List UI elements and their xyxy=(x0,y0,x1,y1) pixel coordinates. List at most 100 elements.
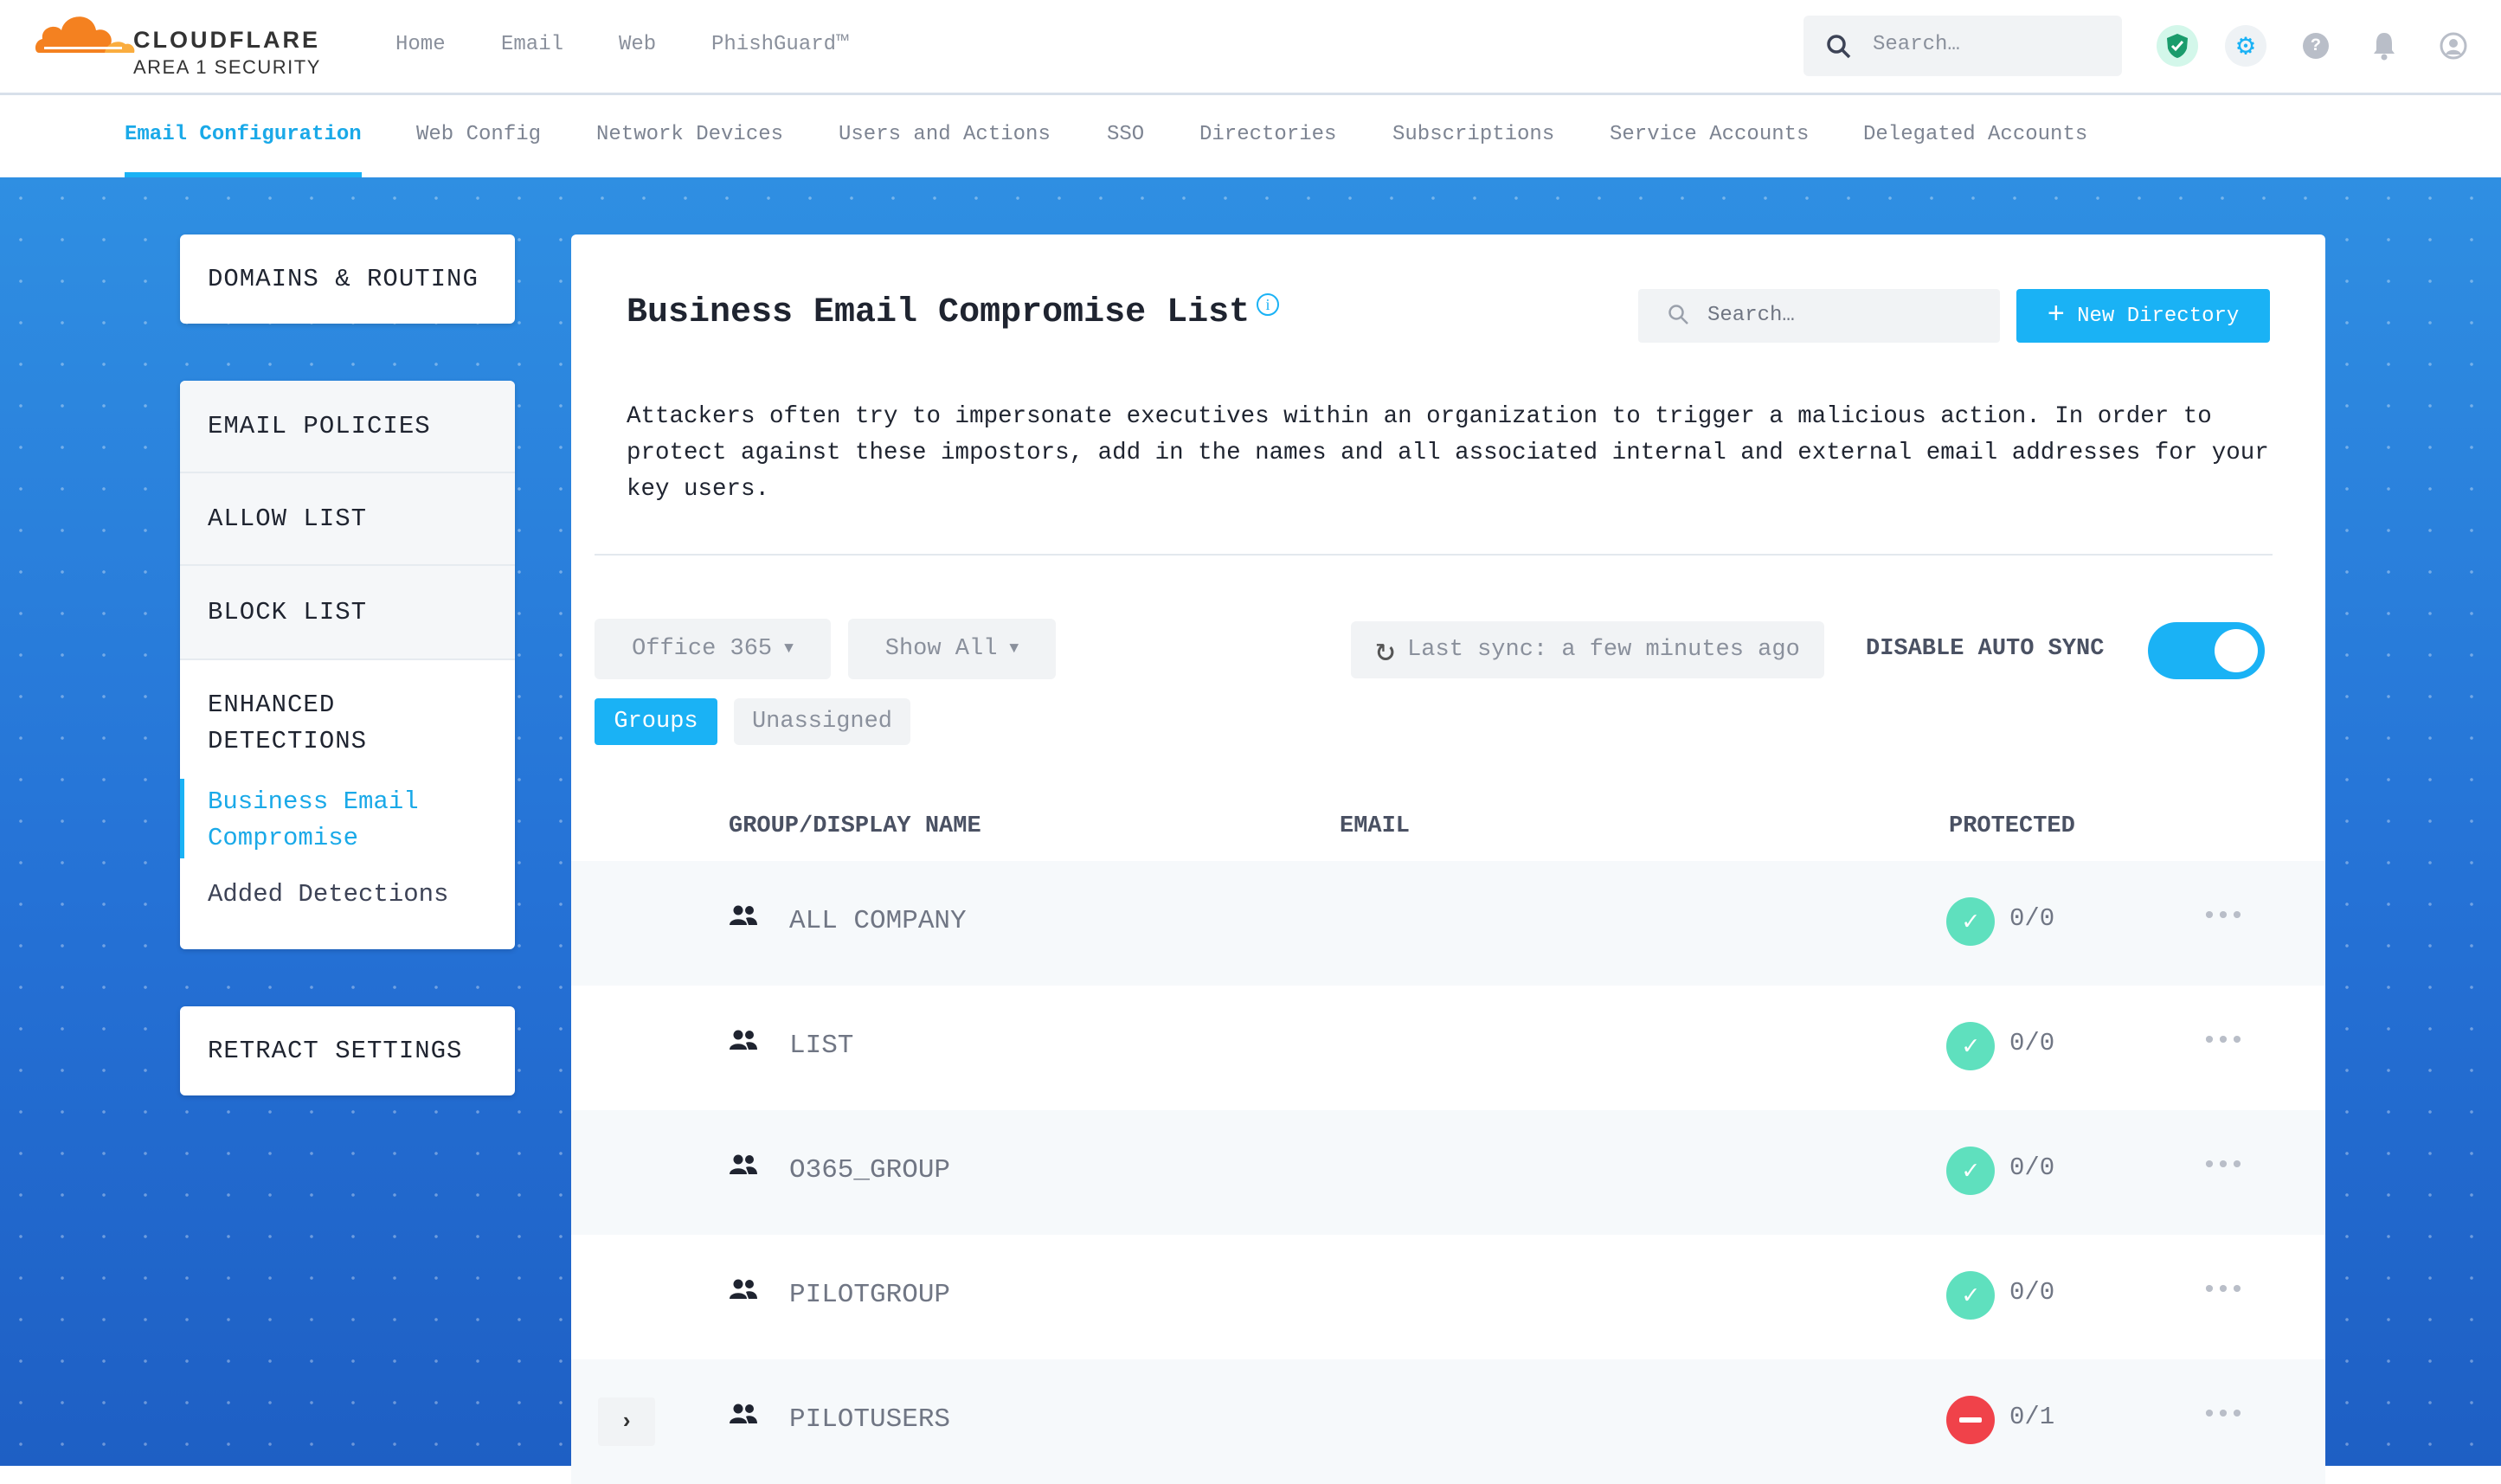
sidebar-enhanced-detections[interactable]: ENHANCED DETECTIONS xyxy=(208,691,368,755)
page-title: Business Email Compromise List xyxy=(627,293,1250,332)
sidebar-item-label: ALLOW LIST xyxy=(208,504,368,533)
tab-delegated-accounts[interactable]: Delegated Accounts xyxy=(1863,123,2088,146)
brand-subtitle: AREA 1 SECURITY xyxy=(133,56,321,78)
tab-network-devices[interactable]: Network Devices xyxy=(596,123,784,146)
bell-icon[interactable] xyxy=(2372,31,2396,61)
tab-service-accounts[interactable]: Service Accounts xyxy=(1610,123,1810,146)
top-bar: CLOUDFLARE AREA 1 SECURITY Home Email We… xyxy=(0,0,2501,95)
sidebar-domains-routing[interactable]: DOMAINS & ROUTING xyxy=(180,234,515,324)
sidebar-business-email-compromise[interactable]: Business Email Compromise xyxy=(208,787,419,852)
list-search-placeholder: Search… xyxy=(1707,304,1795,327)
protected-check-icon: ✓ xyxy=(1946,1271,1995,1320)
main-panel: Business Email Compromise List i Search…… xyxy=(571,234,2325,1484)
nav-phishguard[interactable]: PhishGuard™ xyxy=(711,33,849,56)
protected-check-icon: ✓ xyxy=(1946,1147,1995,1195)
tab-groups[interactable]: Groups xyxy=(595,698,717,745)
sidebar-item-label: DOMAINS & ROUTING xyxy=(208,265,479,293)
row-menu-icon[interactable]: ••• xyxy=(2202,1027,2245,1057)
protected-check-icon: ✓ xyxy=(1946,897,1995,946)
protected-count: 0/1 xyxy=(2009,1403,2055,1431)
protected-count: 0/0 xyxy=(2009,904,2055,933)
tab-directories[interactable]: Directories xyxy=(1199,123,1337,146)
sidebar-item-label: EMAIL POLICIES xyxy=(208,412,431,440)
row-menu-icon[interactable]: ••• xyxy=(2202,1401,2245,1430)
tab-email-configuration[interactable]: Email Configuration xyxy=(125,123,362,146)
cloud-logo-icon xyxy=(35,16,135,53)
search-icon xyxy=(1668,305,1688,324)
sidebar-item-label: BLOCK LIST xyxy=(208,598,368,626)
brand-name: CLOUDFLARE xyxy=(133,27,320,53)
nav-web[interactable]: Web xyxy=(619,33,657,56)
nav-home[interactable]: Home xyxy=(395,33,446,56)
tab-unassigned[interactable]: Unassigned xyxy=(734,698,910,745)
column-header-name[interactable]: GROUP/DISPLAY NAME xyxy=(729,813,981,839)
info-icon[interactable]: i xyxy=(1257,293,1279,316)
table-row[interactable]: › PILOTUSERS 0/1 ••• xyxy=(571,1359,2325,1484)
brand-logo[interactable]: CLOUDFLARE AREA 1 SECURITY xyxy=(32,8,331,81)
sidebar-added-detections[interactable]: Added Detections xyxy=(208,880,449,909)
expand-row-button[interactable]: › xyxy=(598,1397,655,1446)
active-indicator xyxy=(180,779,184,858)
search-icon xyxy=(1827,35,1851,59)
sidebar-policies-group: EMAIL POLICIES ALLOW LIST BLOCK LIST ENH… xyxy=(180,381,515,949)
source-select[interactable]: Office 365 ▼ xyxy=(595,619,831,679)
group-name[interactable]: PILOTUSERS xyxy=(789,1404,951,1435)
sync-now-button[interactable]: ↻ Last sync: a few minutes ago xyxy=(1351,621,1824,678)
protected-check-icon: ✓ xyxy=(1946,1022,1995,1070)
row-menu-icon[interactable]: ••• xyxy=(2202,903,2245,932)
last-sync-text: Last sync: a few minutes ago xyxy=(1407,637,1800,663)
filter-select[interactable]: Show All ▼ xyxy=(848,619,1056,679)
new-directory-button[interactable]: + New Directory xyxy=(2016,289,2270,343)
group-name[interactable]: O365_GROUP xyxy=(789,1155,951,1185)
tab-web-config[interactable]: Web Config xyxy=(416,123,542,146)
table-row[interactable]: PILOTGROUP ✓ 0/0 ••• xyxy=(571,1235,2325,1359)
group-name[interactable]: ALL COMPANY xyxy=(789,906,967,936)
protected-count: 0/0 xyxy=(2009,1029,2055,1057)
row-menu-icon[interactable]: ••• xyxy=(2202,1276,2245,1306)
source-select-value: Office 365 xyxy=(632,636,773,662)
table-row[interactable]: O365_GROUP ✓ 0/0 ••• xyxy=(571,1110,2325,1235)
sidebar-item-label: RETRACT SETTINGS xyxy=(208,1037,463,1065)
column-header-protected[interactable]: PROTECTED xyxy=(1949,813,2075,839)
divider xyxy=(595,554,2273,556)
sidebar-allow-list[interactable]: ALLOW LIST xyxy=(180,473,515,566)
tab-sso[interactable]: SSO xyxy=(1107,123,1145,146)
list-search-input[interactable]: Search… xyxy=(1638,289,2000,343)
table-row[interactable]: LIST ✓ 0/0 ••• xyxy=(571,986,2325,1110)
caret-down-icon: ▼ xyxy=(784,640,794,658)
group-name[interactable]: PILOTGROUP xyxy=(789,1280,951,1310)
unprotected-minus-icon xyxy=(1946,1396,1995,1444)
group-icon xyxy=(730,905,757,925)
sidebar-retract-settings[interactable]: RETRACT SETTINGS xyxy=(180,1006,515,1095)
auto-sync-toggle[interactable] xyxy=(2148,622,2265,679)
sub-navigation: Email Configuration Web Config Network D… xyxy=(0,96,2501,177)
caret-down-icon: ▼ xyxy=(1009,640,1019,658)
row-menu-icon[interactable]: ••• xyxy=(2202,1152,2245,1181)
sidebar-email-policies[interactable]: EMAIL POLICIES xyxy=(180,381,515,473)
protected-count: 0/0 xyxy=(2009,1153,2055,1182)
tab-subscriptions[interactable]: Subscriptions xyxy=(1392,123,1555,146)
column-header-email[interactable]: EMAIL xyxy=(1340,813,1411,839)
auto-sync-label: DISABLE AUTO SYNC xyxy=(1866,636,2105,662)
toggle-knob xyxy=(2215,629,2258,672)
new-directory-label: New Directory xyxy=(2077,304,2240,328)
group-icon xyxy=(730,1404,757,1423)
sidebar-block-list[interactable]: BLOCK LIST xyxy=(180,566,515,660)
refresh-icon: ↻ xyxy=(1375,633,1396,671)
tab-users-and-actions[interactable]: Users and Actions xyxy=(839,123,1051,146)
protected-count: 0/0 xyxy=(2009,1278,2055,1307)
table-row[interactable]: ALL COMPANY ✓ 0/0 ••• xyxy=(571,861,2325,986)
nav-email[interactable]: Email xyxy=(501,33,564,56)
help-icon[interactable]: ? xyxy=(2303,33,2329,59)
group-icon xyxy=(730,1279,757,1299)
filter-select-value: Show All xyxy=(884,636,998,662)
group-icon xyxy=(730,1030,757,1050)
header-search-placeholder: Search… xyxy=(1873,33,1960,56)
group-name[interactable]: LIST xyxy=(789,1031,854,1061)
shield-check-icon[interactable] xyxy=(2157,25,2198,67)
active-tab-underline xyxy=(125,172,362,177)
header-search[interactable]: Search… xyxy=(1803,16,2122,76)
user-icon[interactable] xyxy=(2440,32,2467,60)
gear-icon[interactable]: ⚙ xyxy=(2225,25,2266,67)
description-text: Attackers often try to impersonate execu… xyxy=(627,403,2269,503)
